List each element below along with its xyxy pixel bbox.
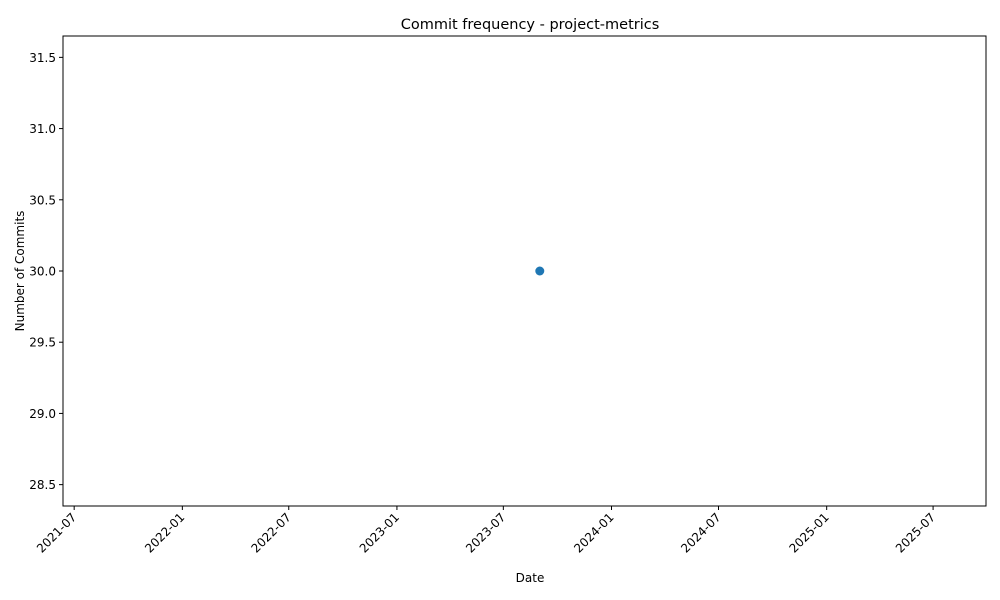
x-axis-title: Date xyxy=(516,571,545,585)
data-points xyxy=(535,266,545,276)
x-tick-label: 2025-07 xyxy=(893,510,938,555)
y-tick-label: 30.5 xyxy=(29,193,56,207)
x-tick-label: 2024-07 xyxy=(678,510,723,555)
x-tick-label: 2023-01 xyxy=(357,510,402,555)
x-tick-label: 2024-01 xyxy=(571,510,616,555)
chart-title: Commit frequency - project-metrics xyxy=(401,17,660,33)
y-axis-title: Number of Commits xyxy=(13,211,27,332)
x-tick-label: 2025-01 xyxy=(786,510,831,555)
y-tick-label: 29.5 xyxy=(29,336,56,350)
x-tick-label: 2022-07 xyxy=(249,510,294,555)
y-tick-label: 29.0 xyxy=(29,407,56,421)
x-axis: 2021-07 2022-01 2022-07 2023-01 2023-07 2024-… xyxy=(34,506,938,556)
x-tick-label: 2021-07 xyxy=(34,510,79,555)
y-tick-label: 31.0 xyxy=(29,122,56,136)
y-axis: 28.5 29.0 29.5 30.0 30.5 31.0 31.5 xyxy=(29,51,63,492)
y-tick-label: 31.5 xyxy=(29,51,56,65)
y-tick-label: 28.5 xyxy=(29,478,56,492)
y-tick-label: 30.0 xyxy=(29,265,56,279)
x-tick-label: 2023-07 xyxy=(463,510,508,555)
x-tick-label: 2022-01 xyxy=(142,510,187,555)
plot-frame xyxy=(62,35,987,507)
data-point xyxy=(535,266,545,276)
